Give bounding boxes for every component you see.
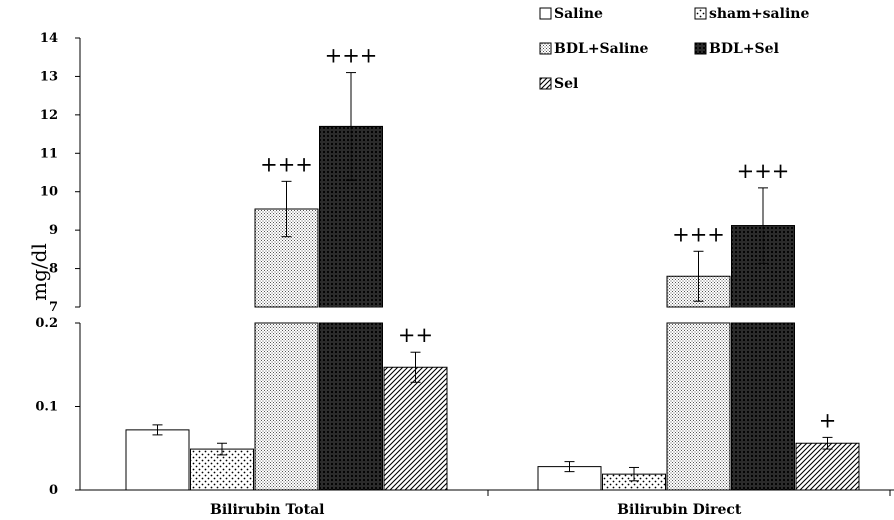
y-tick-label: 8: [49, 262, 58, 277]
legend-label: BDL+Saline: [554, 41, 649, 57]
legend-label: sham+saline: [709, 6, 809, 22]
y-axis-label: mg/dl: [27, 243, 51, 301]
category-label: Bilirubin Total: [210, 502, 325, 518]
legend-swatch: [539, 7, 552, 20]
bar-lower-segment: [319, 322, 383, 491]
legend-label: Saline: [554, 6, 603, 22]
legend-label: BDL+Sel: [709, 41, 779, 57]
category-labels: Bilirubin Total Bilirubin Direct: [210, 490, 891, 518]
significance-label: +++: [325, 44, 378, 68]
legend-swatch: [539, 42, 552, 55]
y-tick-label: 0: [49, 483, 58, 498]
bar: [125, 429, 190, 491]
legend-label: Sel: [554, 76, 578, 92]
legend-swatch: [694, 7, 707, 20]
significance-label: +++: [672, 222, 725, 246]
y-tick-label: 9: [49, 223, 58, 238]
significance-label: ++: [398, 323, 433, 347]
category-label: Bilirubin Direct: [617, 502, 742, 518]
y-tick-label: 11: [40, 146, 58, 161]
error-bars: [152, 72, 833, 482]
bar-lower-segment: [731, 322, 795, 491]
bar: [795, 442, 860, 491]
legend: Saline sham+saline BDL+Saline BDL+Sel Sel: [539, 6, 809, 92]
bar-lower-segment: [254, 322, 319, 491]
y-tick-label: 0.2: [35, 316, 58, 331]
significance-labels: +++++++++++++++: [260, 44, 836, 433]
y-tick-label: 7: [49, 300, 58, 315]
bar: [190, 448, 254, 491]
y-tick-label: 0.1: [35, 400, 58, 415]
significance-label: +: [819, 408, 837, 432]
legend-swatch: [539, 77, 552, 90]
bars: [125, 125, 860, 491]
significance-label: +++: [737, 159, 790, 183]
y-ticks-lower: 0 0.1 0.2: [35, 316, 80, 498]
y-tick-label: 10: [40, 185, 58, 200]
significance-label: +++: [260, 152, 313, 176]
bar-lower-segment: [666, 322, 731, 491]
y-tick-label: 14: [40, 31, 58, 46]
bar: [383, 366, 448, 491]
y-tick-label: 12: [40, 108, 58, 123]
y-tick-label: 13: [40, 69, 58, 84]
y-ticks-upper: 7 8 9 10 11 12 13 14: [40, 31, 80, 315]
legend-swatch: [694, 42, 707, 55]
